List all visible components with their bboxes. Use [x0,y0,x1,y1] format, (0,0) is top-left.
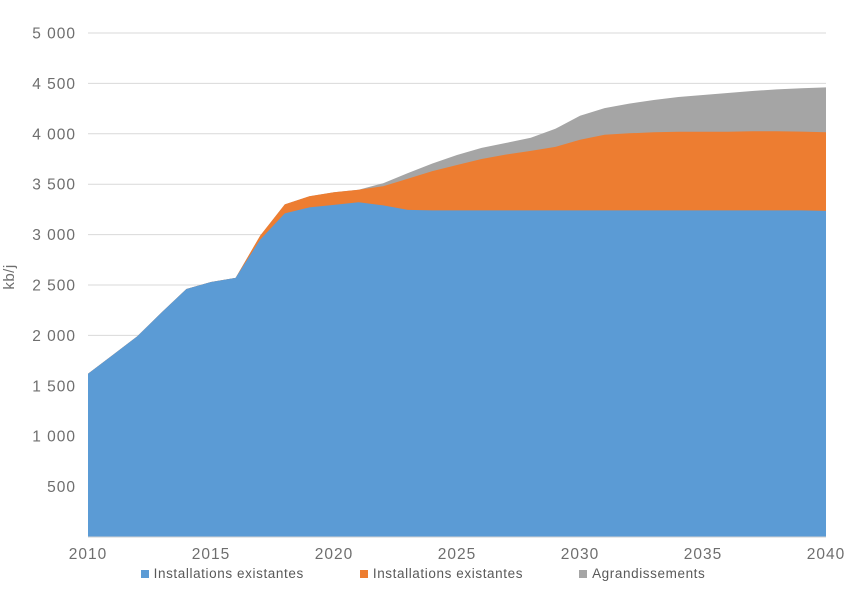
x-tick-label: 2030 [561,546,599,563]
y-tick-label: 1 000 [32,429,76,446]
y-tick-label: 4 000 [32,126,76,143]
legend-item-installations-existantes-1: Installations existantes [140,566,304,581]
y-tick-label: 3 000 [32,227,76,244]
legend-label: Agrandissements [592,566,706,581]
y-tick-label: 5 000 [32,26,76,43]
series-area-0-installations-existantes [88,202,826,538]
y-tick-label: 500 [47,479,76,496]
x-tick-label: 2020 [315,546,353,563]
legend-label: Installations existantes [372,566,524,581]
legend-swatch-gray-icon [579,569,588,578]
legend-swatch-orange-icon [359,569,368,578]
legend-item-agrandissements: Agrandissements [579,566,705,581]
x-tick-label: 2035 [684,546,722,563]
y-tick-label: 1 500 [32,378,76,395]
x-tick-label: 2025 [438,546,476,563]
y-axis-title: kb/j [1,264,18,289]
y-tick-label: 2 000 [32,328,76,345]
y-tick-label: 4 500 [32,76,76,93]
legend-label: Installations existantes [153,566,304,581]
chart-legend: Installations existantes Installations e… [0,566,846,581]
x-tick-label: 2010 [69,546,107,563]
legend-item-installations-existantes-2: Installations existantes [359,566,524,581]
legend-swatch-blue-icon [140,569,149,578]
y-tick-label: 3 500 [32,177,76,194]
y-tick-label: 2 500 [32,278,76,295]
x-tick-label: 2015 [192,546,230,563]
x-tick-label: 2040 [807,546,845,563]
